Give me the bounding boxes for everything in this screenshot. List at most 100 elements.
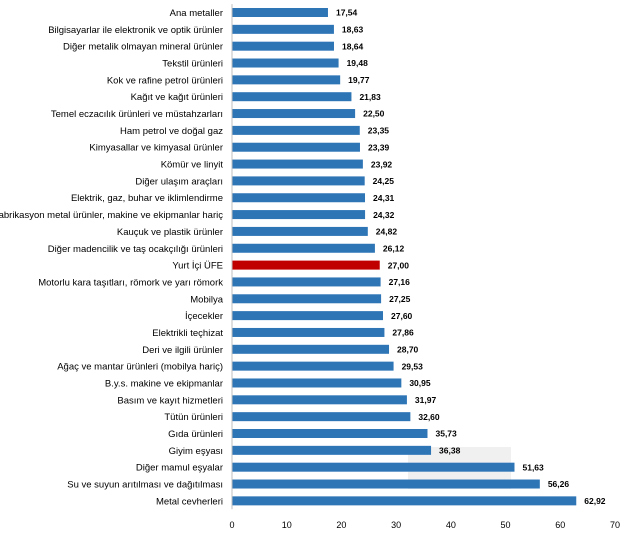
category-label-27: Diğer mamul eşyalar xyxy=(136,463,223,474)
value-label-8: 23,39 xyxy=(368,142,390,152)
category-label-25: Gıda ürünleri xyxy=(168,429,223,440)
bars-group xyxy=(232,8,577,506)
value-label-10: 24,25 xyxy=(373,176,395,186)
bar-1 xyxy=(232,24,334,34)
category-label-29: Metal cevherleri xyxy=(156,496,223,507)
value-label-27: 51,63 xyxy=(522,462,544,472)
x-tick-label-2: 20 xyxy=(336,520,346,530)
category-label-24: Tütün ürünleri xyxy=(164,412,223,423)
x-tick-label-3: 30 xyxy=(391,520,401,530)
value-label-11: 24,31 xyxy=(373,193,395,203)
category-label-10: Diğer ulaşım araçları xyxy=(135,176,223,187)
bar-27 xyxy=(232,462,515,472)
value-label-17: 27,25 xyxy=(389,294,411,304)
value-label-20: 28,70 xyxy=(397,345,419,355)
category-label-11: Elektrik, gaz, buhar ve iklimlendirme xyxy=(71,193,223,204)
bar-15 xyxy=(232,260,380,270)
category-label-7: Ham petrol ve doğal gaz xyxy=(120,126,223,137)
x-tick-label-7: 70 xyxy=(610,520,620,530)
value-label-1: 18,63 xyxy=(342,25,364,35)
category-label-14: Diğer madencilik ve taş ocakçılığı ürünl… xyxy=(48,244,223,255)
bar-17 xyxy=(232,294,382,304)
category-label-1: Bilgisayarlar ile elektronik ve optik ür… xyxy=(48,25,223,36)
bar-25 xyxy=(232,429,428,438)
category-label-17: Mobilya xyxy=(190,294,223,305)
category-label-5: Kağıt ve kağıt ürünleri xyxy=(131,92,223,103)
value-label-21: 29,53 xyxy=(402,361,424,371)
category-label-23: Basım ve kayıt hizmetleri xyxy=(117,395,223,406)
bar-3 xyxy=(232,58,339,68)
bar-0 xyxy=(232,8,328,17)
value-label-5: 21,83 xyxy=(359,92,381,102)
bar-18 xyxy=(232,311,384,321)
category-label-3: Tekstil ürünleri xyxy=(162,59,223,70)
bar-2 xyxy=(232,41,334,51)
bar-26 xyxy=(232,445,432,455)
value-label-4: 19,77 xyxy=(348,75,370,85)
category-labels-group: Ana metaller Bilgisayarlar ile elektronik… xyxy=(0,8,224,507)
category-label-8: Kimyasallar ve kimyasal ürünler xyxy=(89,143,223,154)
category-label-13: Kauçuk ve plastik ürünler xyxy=(117,227,223,238)
x-tick-label-4: 40 xyxy=(446,520,456,530)
bar-22 xyxy=(232,378,402,388)
bar-28 xyxy=(232,479,540,489)
bar-23 xyxy=(232,395,407,405)
value-label-23: 31,97 xyxy=(415,395,437,405)
bar-29 xyxy=(232,496,577,506)
bar-5 xyxy=(232,92,352,102)
x-axis-ticks-group: 0 10 20 30 40 50 60 70 xyxy=(229,520,620,530)
value-label-22: 30,95 xyxy=(409,378,431,388)
category-label-9: Kömür ve linyit xyxy=(161,160,224,171)
bar-8 xyxy=(232,142,360,152)
bar-12 xyxy=(232,210,366,220)
category-label-12: Fabrikasyon metal ürünler, makine ve eki… xyxy=(0,210,223,221)
category-label-22: B.y.s. makine ve ekipmanlar xyxy=(105,378,223,389)
category-label-2: Diğer metalik olmayan mineral ürünler xyxy=(63,42,223,53)
category-label-6: Temel eczacılık ürünleri ve müstahzarlar… xyxy=(51,109,223,120)
bar-20 xyxy=(232,344,390,354)
category-label-19: Elektrikli teçhizat xyxy=(152,328,223,339)
bar-13 xyxy=(232,226,368,236)
category-label-28: Su ve suyun arıtılması ve dağıtılması xyxy=(67,480,223,491)
value-label-15: 27,00 xyxy=(388,260,410,270)
value-label-14: 26,12 xyxy=(383,243,405,253)
category-label-4: Kok ve rafine petrol ürünleri xyxy=(107,75,223,86)
category-label-0: Ana metaller xyxy=(170,8,223,19)
bar-19 xyxy=(232,327,385,337)
category-label-20: Deri ve ilgili ürünler xyxy=(142,345,223,356)
bar-7 xyxy=(232,125,360,135)
value-label-26: 36,38 xyxy=(439,446,461,456)
value-label-12: 24,32 xyxy=(373,210,395,220)
bar-6 xyxy=(232,109,356,119)
value-label-2: 18,64 xyxy=(342,41,364,51)
category-label-16: Motorlu kara taşıtları, römork ve yarı r… xyxy=(38,277,223,288)
value-label-6: 22,50 xyxy=(363,109,385,119)
value-label-19: 27,86 xyxy=(392,328,414,338)
bar-4 xyxy=(232,75,341,85)
bar-14 xyxy=(232,243,375,253)
value-label-9: 23,92 xyxy=(371,159,393,169)
category-label-21: Ağaç ve mantar ürünleri (mobilya hariç) xyxy=(57,362,223,373)
value-label-28: 56,26 xyxy=(548,479,570,489)
value-label-29: 62,92 xyxy=(584,496,606,506)
bar-21 xyxy=(232,361,394,371)
category-label-15: Yurt İçi ÜFE xyxy=(172,261,223,272)
value-label-3: 19,48 xyxy=(347,58,369,68)
value-label-0: 17,54 xyxy=(336,8,358,18)
x-tick-label-5: 50 xyxy=(501,520,511,530)
x-tick-label-1: 10 xyxy=(282,520,292,530)
value-label-13: 24,82 xyxy=(376,227,398,237)
x-tick-label-0: 0 xyxy=(229,520,234,530)
bar-10 xyxy=(232,176,365,186)
bar-16 xyxy=(232,277,381,287)
value-labels-group: 17,54 18,63 18,64 19,48 19,77 21,83 22,50 23,35… xyxy=(336,8,606,506)
bar-9 xyxy=(232,159,363,169)
x-tick-label-6: 60 xyxy=(555,520,565,530)
value-label-7: 23,35 xyxy=(368,126,390,136)
value-label-18: 27,60 xyxy=(391,311,413,321)
bar-24 xyxy=(232,412,411,422)
value-label-16: 27,16 xyxy=(389,277,411,287)
bar-11 xyxy=(232,193,366,203)
value-label-24: 32,60 xyxy=(418,412,440,422)
